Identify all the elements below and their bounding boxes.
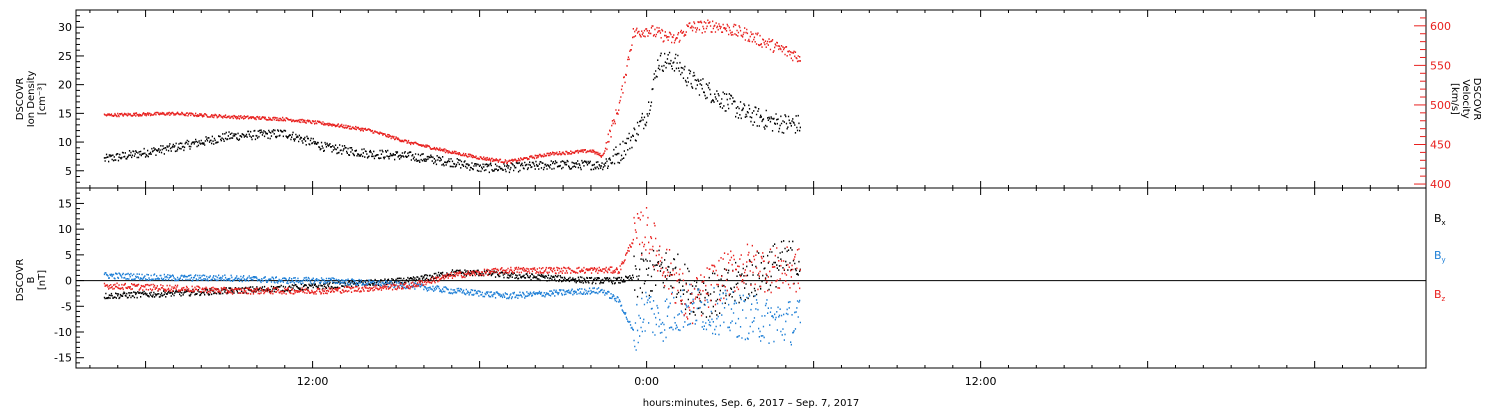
b-tick-label: -5 xyxy=(61,300,72,313)
bottom-panel-series xyxy=(103,207,801,351)
velocity-tick-label: 450 xyxy=(1430,138,1451,151)
velocity-axis-ticks: 400 450 500 550 600 xyxy=(1414,17,1451,191)
b-label-line1: DSCOVR xyxy=(15,259,26,302)
legend-by: By xyxy=(1434,249,1446,264)
legend-bz: Bz xyxy=(1434,288,1446,303)
velocity-tick-label: 400 xyxy=(1430,178,1451,191)
x-tick-label: 12:00 xyxy=(297,375,329,388)
b-tick-label: 0 xyxy=(65,275,72,288)
bottom-panel-frame xyxy=(75,187,1427,369)
density-tick-label: 30 xyxy=(58,21,72,34)
series-velocity xyxy=(103,19,801,164)
b-tick-label: -10 xyxy=(54,326,72,339)
velocity-tick-label: 500 xyxy=(1430,99,1451,112)
b-label-line2: B xyxy=(26,276,37,283)
b-label-line3: [nT] xyxy=(37,270,48,290)
density-label-line3: [cm⁻³] xyxy=(37,83,48,115)
velocity-label-line2: Velocity xyxy=(1460,79,1471,118)
x-axis-ticks: 12:00 0:00 12:00 xyxy=(89,10,1427,388)
density-label-line1: DSCOVR xyxy=(15,78,26,121)
density-label-line2: Ion Density xyxy=(26,71,37,128)
density-tick-label: 25 xyxy=(58,50,72,63)
density-tick-label: 10 xyxy=(58,136,72,149)
velocity-label-line3: [km/s] xyxy=(1449,83,1460,115)
density-axis-ticks: 5 10 15 20 25 30 xyxy=(58,9,84,183)
velocity-label-line1: DSCOVR xyxy=(1471,78,1482,121)
density-tick-label: 20 xyxy=(58,79,72,92)
velocity-tick-label: 550 xyxy=(1430,59,1451,72)
density-tick-label: 5 xyxy=(65,165,72,178)
density-tick-label: 15 xyxy=(58,107,72,120)
series-by xyxy=(103,272,801,351)
velocity-axis-label: DSCOVR Velocity [km/s] xyxy=(1449,78,1482,121)
velocity-tick-label: 600 xyxy=(1430,20,1451,33)
top-panel-frame xyxy=(75,9,1427,189)
b-axis-ticks: -15 -10 -5 0 5 10 15 xyxy=(54,192,84,365)
legend-bx: Bx xyxy=(1434,212,1446,227)
b-axis-label: DSCOVR B [nT] xyxy=(15,259,48,302)
top-panel-series xyxy=(103,19,801,174)
b-tick-label: 15 xyxy=(58,197,72,210)
b-tick-label: -15 xyxy=(54,352,72,365)
x-tick-label: 12:00 xyxy=(965,375,997,388)
series-bz xyxy=(103,207,801,325)
density-axis-label: DSCOVR Ion Density [cm⁻³] xyxy=(15,71,48,128)
b-tick-label: 10 xyxy=(58,223,72,236)
series-ion-density xyxy=(103,51,801,174)
b-legend: Bx By Bz xyxy=(1434,212,1446,303)
x-tick-label: 0:00 xyxy=(634,375,659,388)
b-tick-label: 5 xyxy=(65,249,72,262)
x-axis-caption: hours:minutes, Sep. 6, 2017 – Sep. 7, 20… xyxy=(643,398,859,409)
